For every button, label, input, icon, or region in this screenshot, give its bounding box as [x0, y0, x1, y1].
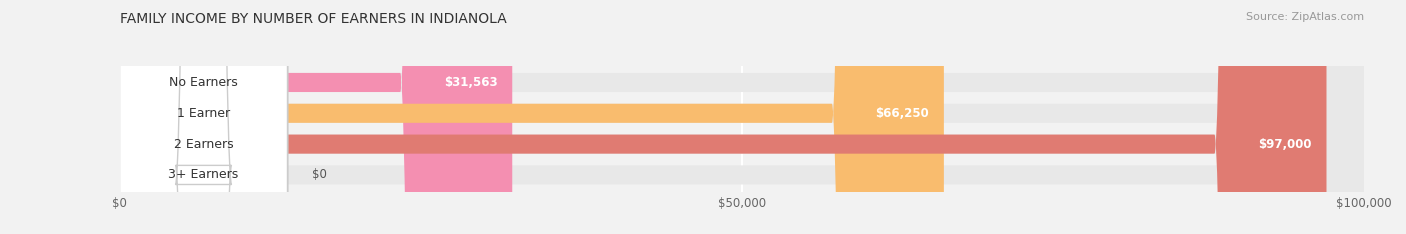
- FancyBboxPatch shape: [120, 0, 512, 234]
- Text: 2 Earners: 2 Earners: [174, 138, 233, 151]
- Text: $31,563: $31,563: [444, 76, 498, 89]
- FancyBboxPatch shape: [120, 0, 287, 234]
- FancyBboxPatch shape: [120, 0, 287, 234]
- Text: Source: ZipAtlas.com: Source: ZipAtlas.com: [1246, 12, 1364, 22]
- FancyBboxPatch shape: [120, 0, 943, 234]
- FancyBboxPatch shape: [120, 0, 1326, 234]
- Text: 3+ Earners: 3+ Earners: [169, 168, 239, 181]
- FancyBboxPatch shape: [120, 0, 1364, 234]
- FancyBboxPatch shape: [120, 0, 1364, 234]
- Text: $0: $0: [312, 168, 328, 181]
- FancyBboxPatch shape: [120, 0, 287, 234]
- FancyBboxPatch shape: [120, 0, 287, 234]
- Text: $66,250: $66,250: [875, 107, 929, 120]
- FancyBboxPatch shape: [120, 0, 1364, 234]
- Text: FAMILY INCOME BY NUMBER OF EARNERS IN INDIANOLA: FAMILY INCOME BY NUMBER OF EARNERS IN IN…: [120, 12, 506, 26]
- Text: $97,000: $97,000: [1258, 138, 1312, 151]
- Text: No Earners: No Earners: [169, 76, 238, 89]
- Text: 1 Earner: 1 Earner: [177, 107, 231, 120]
- FancyBboxPatch shape: [120, 0, 1364, 234]
